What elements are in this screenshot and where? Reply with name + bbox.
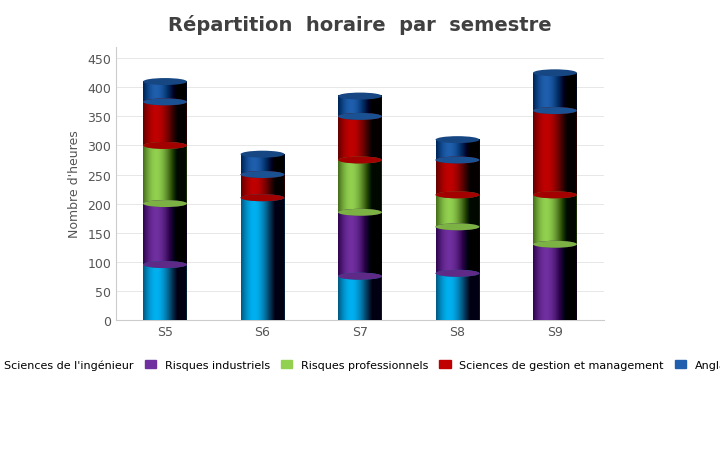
Ellipse shape: [533, 108, 577, 115]
Ellipse shape: [434, 319, 485, 324]
Ellipse shape: [240, 195, 284, 202]
Ellipse shape: [143, 143, 187, 150]
Ellipse shape: [436, 157, 480, 164]
Ellipse shape: [533, 108, 577, 115]
Ellipse shape: [338, 114, 382, 120]
Ellipse shape: [533, 192, 577, 199]
Ellipse shape: [436, 157, 480, 164]
Ellipse shape: [436, 137, 480, 144]
Ellipse shape: [436, 192, 480, 199]
Ellipse shape: [143, 143, 187, 150]
Ellipse shape: [240, 195, 284, 202]
Ellipse shape: [338, 157, 382, 164]
Ellipse shape: [436, 270, 480, 277]
Ellipse shape: [436, 192, 480, 199]
Ellipse shape: [143, 99, 187, 106]
Legend: Sciences de l'ingénieur, Risques industriels, Risques professionnels, Sciences d: Sciences de l'ingénieur, Risques industr…: [0, 355, 720, 374]
Ellipse shape: [143, 262, 187, 268]
Ellipse shape: [533, 241, 577, 248]
Title: Répartition  horaire  par  semestre: Répartition horaire par semestre: [168, 15, 552, 35]
Ellipse shape: [338, 273, 382, 280]
Ellipse shape: [338, 209, 382, 216]
Ellipse shape: [531, 319, 582, 324]
Ellipse shape: [436, 270, 480, 277]
Ellipse shape: [143, 79, 187, 86]
Ellipse shape: [338, 157, 382, 164]
Ellipse shape: [533, 70, 577, 77]
Ellipse shape: [142, 319, 192, 324]
Ellipse shape: [240, 152, 284, 158]
Ellipse shape: [436, 224, 480, 231]
Ellipse shape: [338, 114, 382, 120]
Ellipse shape: [338, 273, 382, 280]
Ellipse shape: [143, 99, 187, 106]
Ellipse shape: [240, 172, 284, 179]
Ellipse shape: [143, 201, 187, 207]
Ellipse shape: [143, 262, 187, 268]
Ellipse shape: [436, 224, 480, 231]
Ellipse shape: [533, 192, 577, 199]
Ellipse shape: [533, 241, 577, 248]
Ellipse shape: [338, 209, 382, 216]
Ellipse shape: [337, 319, 387, 324]
Ellipse shape: [240, 172, 284, 179]
Y-axis label: Nombre d'heures: Nombre d'heures: [68, 130, 81, 238]
Ellipse shape: [239, 319, 289, 324]
Ellipse shape: [338, 93, 382, 100]
Ellipse shape: [143, 201, 187, 207]
